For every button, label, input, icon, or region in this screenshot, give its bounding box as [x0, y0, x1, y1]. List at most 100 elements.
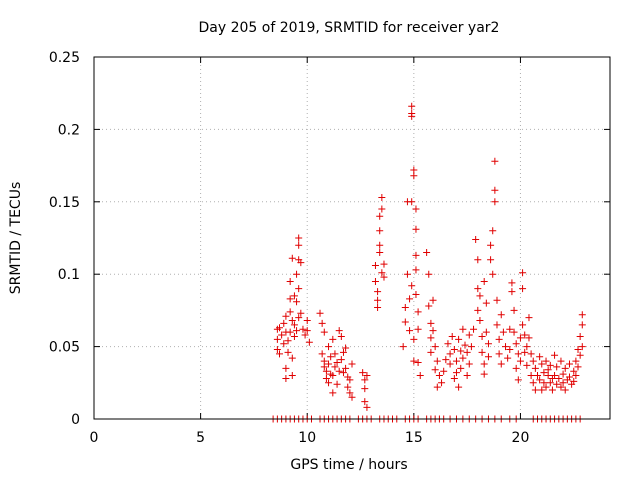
data-point	[514, 376, 522, 384]
data-point	[303, 317, 311, 325]
data-point	[380, 260, 388, 268]
data-point	[378, 193, 386, 201]
data-point	[414, 325, 422, 333]
data-point	[361, 385, 369, 393]
data-point	[348, 360, 356, 368]
data-point	[478, 332, 486, 340]
data-point	[497, 360, 505, 368]
data-point	[282, 312, 290, 320]
data-point	[572, 357, 580, 365]
data-point	[433, 357, 441, 365]
data-point	[559, 370, 567, 378]
data-point	[286, 328, 294, 336]
data-point	[380, 273, 388, 281]
axis-ticks: 0 5 10 15 20 0 0.05 0.1 0.15 0.2 0.25	[49, 50, 610, 446]
data-point	[491, 157, 499, 165]
data-point	[408, 198, 416, 206]
data-point	[376, 248, 384, 256]
data-point	[431, 366, 439, 374]
data-point	[474, 306, 482, 314]
data-point	[322, 367, 330, 375]
y-tick-label: 0.25	[49, 50, 80, 66]
data-point	[325, 379, 333, 387]
data-point	[484, 353, 492, 361]
data-point	[516, 334, 524, 342]
data-point	[578, 343, 586, 351]
data-point	[342, 364, 350, 372]
data-point	[399, 343, 407, 351]
data-point	[286, 308, 294, 316]
data-point	[337, 332, 345, 340]
data-point	[282, 364, 290, 372]
data-point	[459, 325, 467, 333]
data-point	[327, 353, 335, 361]
data-point	[339, 348, 347, 356]
grid	[94, 57, 610, 419]
data-point	[344, 383, 352, 391]
data-point	[531, 386, 539, 394]
data-point	[293, 298, 301, 306]
data-point	[529, 357, 537, 365]
data-point	[378, 205, 386, 213]
data-point	[408, 282, 416, 290]
data-point	[499, 328, 507, 336]
data-point	[410, 172, 418, 180]
data-point	[331, 350, 339, 358]
data-point	[523, 343, 531, 351]
data-point	[414, 308, 422, 316]
data-point	[438, 379, 446, 387]
data-point	[527, 350, 535, 358]
data-point	[371, 277, 379, 285]
data-point	[348, 393, 356, 401]
data-point	[286, 295, 294, 303]
data-point	[546, 379, 554, 387]
x-tick-label: 10	[298, 430, 316, 446]
data-point	[519, 321, 527, 329]
plot-area-border	[93, 56, 611, 420]
data-point	[572, 372, 580, 380]
data-point	[282, 374, 290, 382]
data-point	[452, 357, 460, 365]
data-point	[412, 266, 420, 274]
data-point	[480, 360, 488, 368]
data-point	[463, 348, 471, 356]
data-point	[476, 317, 484, 325]
data-point	[497, 311, 505, 319]
data-point	[512, 340, 520, 348]
data-point	[448, 332, 456, 340]
data-point	[318, 350, 326, 358]
data-point	[297, 309, 305, 317]
data-point	[278, 331, 286, 339]
data-point	[293, 270, 301, 278]
data-point	[493, 296, 501, 304]
data-point	[325, 343, 333, 351]
data-point	[525, 314, 533, 322]
data-point	[570, 377, 578, 385]
data-point	[561, 364, 569, 372]
data-point	[565, 373, 573, 381]
data-point	[461, 341, 469, 349]
data-point	[376, 227, 384, 235]
data-point	[504, 354, 512, 362]
data-point	[290, 321, 298, 329]
data-point	[476, 292, 484, 300]
data-point	[429, 327, 437, 335]
data-point	[406, 327, 414, 335]
data-point	[546, 361, 554, 369]
data-point	[442, 356, 450, 364]
data-point	[431, 343, 439, 351]
data-point	[284, 348, 292, 356]
data-point	[401, 304, 409, 312]
data-point	[487, 241, 495, 249]
data-point	[412, 251, 420, 259]
data-point	[335, 327, 343, 335]
data-point	[576, 332, 584, 340]
data-point	[276, 350, 284, 358]
data-point	[544, 366, 552, 374]
data-point	[346, 389, 354, 397]
data-point	[553, 363, 561, 371]
data-point	[478, 348, 486, 356]
data-point	[403, 270, 411, 278]
data-point	[487, 256, 495, 264]
